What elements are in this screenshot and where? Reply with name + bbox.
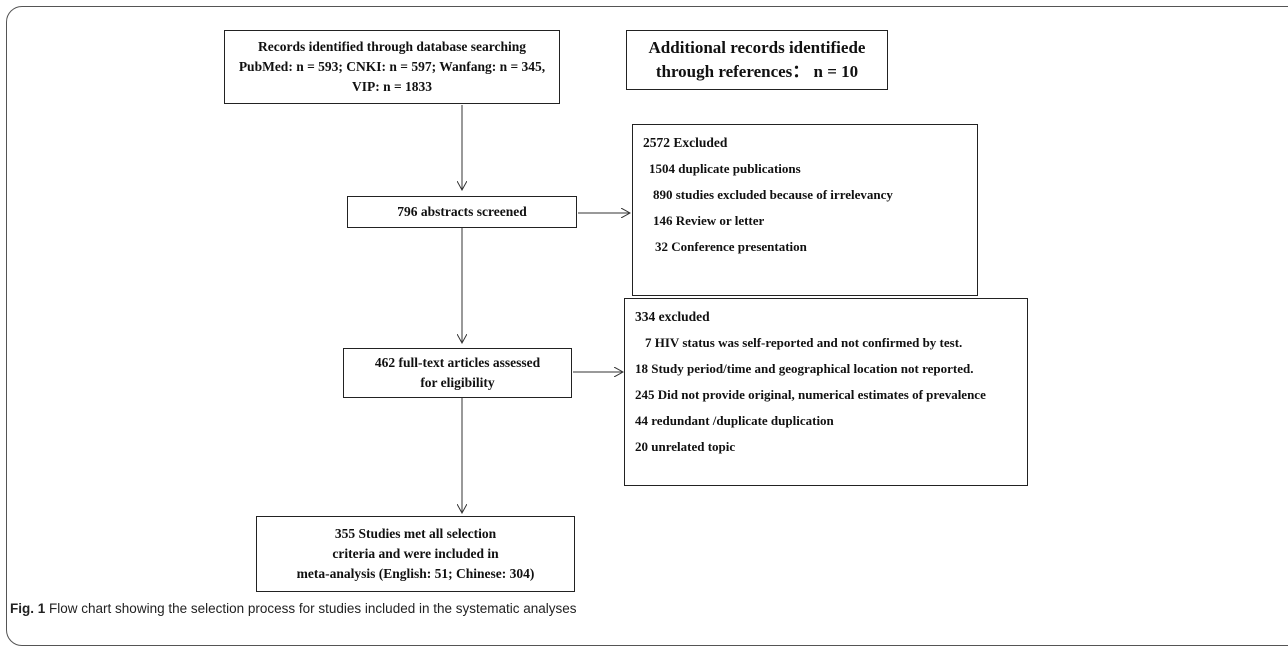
excluded-2-item: 18 Study period/time and geographical lo… <box>635 361 974 376</box>
excluded-1-header: 2572 Excluded <box>643 135 728 150</box>
records-line-3: VIP: n = 1833 <box>351 79 433 94</box>
excluded-1-item: 32 Conference presentation <box>655 239 807 254</box>
abstracts-line-1: 796 abstracts screened <box>397 204 527 219</box>
additional-line-2: through references： n = 10 <box>655 62 859 81</box>
fulltext-assessed-box: 462 full-text articles assessed for elig… <box>343 348 572 398</box>
figure-caption: Fig. 1 Flow chart showing the selection … <box>10 601 577 616</box>
excluded-2-header: 334 excluded <box>635 309 710 324</box>
fulltext-line-2: for eligibility <box>420 375 495 390</box>
excluded-2-item: 7 HIV status was self-reported and not c… <box>645 335 963 350</box>
additional-line-1: Additional records identifiede <box>648 38 866 57</box>
excluded-1-item: 890 studies excluded because of irreleva… <box>653 187 893 202</box>
excluded-1-item: 146 Review or letter <box>653 213 765 228</box>
abstracts-screened-box: 796 abstracts screened <box>347 196 577 228</box>
records-line-2: PubMed: n = 593; CNKI: n = 597; Wanfang:… <box>238 59 546 74</box>
caption-text: Flow chart showing the selection process… <box>49 601 577 616</box>
excluded-2-item: 20 unrelated topic <box>635 439 736 454</box>
flow-arrows <box>0 105 1288 622</box>
excluded-2-item: 44 redundant /duplicate duplication <box>635 413 834 428</box>
included-line-3: meta-analysis (English: 51; Chinese: 304… <box>296 566 535 581</box>
additional-records-box: Additional records identifiede through r… <box>626 30 888 90</box>
excluded-1-item: 1504 duplicate publications <box>649 161 801 176</box>
caption-label: Fig. 1 <box>10 601 46 616</box>
included-line-1: 355 Studies met all selection <box>334 526 497 541</box>
excluded-2-item: 245 Did not provide original, numerical … <box>635 387 986 402</box>
studies-included-box: 355 Studies met all selection criteria a… <box>256 516 575 592</box>
excluded-abstracts-box: 2572 Excluded 1504 duplicate publication… <box>632 124 978 296</box>
fulltext-line-1: 462 full-text articles assessed <box>374 355 541 370</box>
excluded-fulltext-box: 334 excluded 7 HIV status was self-repor… <box>624 298 1028 486</box>
included-line-2: criteria and were included in <box>332 546 499 561</box>
records-line-1: Records identified through database sear… <box>257 39 527 54</box>
records-identified-box: Records identified through database sear… <box>224 30 560 104</box>
